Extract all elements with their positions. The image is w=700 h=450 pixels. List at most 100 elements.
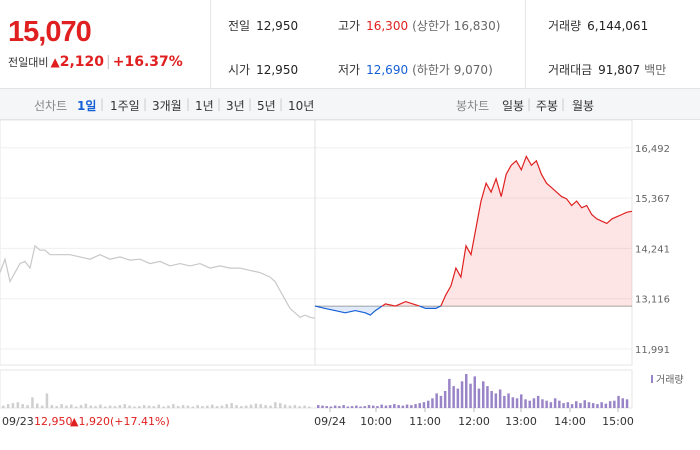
volume-bar [465,374,468,408]
stat-amount: 거래대금 91,807 백만 [548,63,667,77]
volume-bar [196,405,199,408]
volume-bar [16,402,20,408]
volume-bar [342,405,345,408]
volume-bar [321,405,324,408]
volume-bar [283,404,287,408]
y-tick-label: 11,991 [635,345,670,356]
volume-bar [167,405,170,408]
price-chart[interactable]: 16,492 15,367 14,241 13,116 11,991 거래량 09/24… [0,120,700,450]
volume-bar [220,405,224,408]
volume-bar [2,405,5,408]
volume-bar [269,405,272,408]
volume-bar [142,405,146,408]
volume-bar [376,406,379,408]
volume-bar [452,386,455,408]
tab-divider: | [248,97,253,111]
plot-border [0,120,633,366]
volume-bar [181,405,185,408]
grid [0,120,633,366]
volume-bar [104,406,107,408]
volume-bar [515,398,519,408]
volume-bar [201,406,204,408]
stat-volume: 거래량 6,144,061 [548,19,649,33]
tab-10year[interactable]: 10년 [288,99,315,113]
stat-open: 시가 12,950 [228,63,299,77]
prev-day-line [0,244,316,319]
volume-bar [414,404,417,408]
tab-1day[interactable]: 1일 [77,99,97,113]
up-line [381,300,420,307]
volume-bar [128,405,131,408]
up-line [440,154,633,307]
quote-header: 15,070 전일대비 ▲2,120 | +16.37% 전일 12,950 시가 12,… [0,0,700,89]
volume-bar [11,403,15,408]
volume-bar [50,405,54,408]
volume-bar [367,405,371,408]
volume-bar [186,405,190,408]
tab-5year[interactable]: 5년 [257,99,276,113]
tab-daily-candle[interactable]: 일봉 [502,99,525,113]
volume-bar [176,406,180,408]
volume-bar [613,400,616,408]
tab-monthly-candle[interactable]: 월봉 [572,99,595,113]
volume-bar [427,400,430,408]
volume-bar [498,389,502,408]
volume-bar [89,405,92,408]
prev-day-change-percent: (+17.41%) [110,415,170,428]
volume-bar [21,404,24,408]
volume-bar [338,406,341,408]
volume-bar [596,404,599,408]
stat-high: 고가 16,300 (상한가 16,830) [338,19,501,33]
y-tick-label: 16,492 [635,144,670,155]
volume-bar [123,404,126,408]
current-price: 15,070 [8,16,92,48]
volume-bar [162,406,165,408]
volume-bar [541,399,544,408]
down-area [315,306,383,316]
volume-bar [388,405,392,408]
x-tick-label: 15:00 [602,415,634,428]
tab-divider: | [527,97,532,111]
tab-3month[interactable]: 3개월 [152,99,182,113]
volume-bar [456,388,460,408]
volume-bar [206,405,209,408]
volume-bar [558,400,561,408]
tab-1year[interactable]: 1년 [195,99,214,113]
volume-bar [308,406,311,408]
volume-bar [591,403,595,408]
tab-1week[interactable]: 1주일 [110,99,140,113]
tab-3year[interactable]: 3년 [226,99,245,113]
volume-bar [245,405,248,408]
volume-bar [401,405,405,408]
volume-border [0,369,633,409]
volume-bar [152,406,156,408]
change-divider: | [106,54,111,70]
volume-bar [79,405,83,408]
volume-bar [235,405,238,408]
y-tick-label: 13,116 [635,295,670,306]
volume-bar [274,402,277,408]
volume-bar [84,403,88,408]
tab-divider: | [186,97,191,111]
tab-weekly-candle[interactable]: 주봉 [536,99,559,113]
volume-bar [507,393,510,408]
volume-bar [583,400,586,408]
price-lines [0,154,633,319]
change-label: 전일대비 [8,56,49,69]
line-chart-header: 선차트 [34,99,68,113]
volume-bar [422,402,426,408]
volume-bar [55,406,58,408]
volume-bar [549,402,553,408]
x-tick-label: 12:00 [458,415,490,428]
up-arrow-icon: ▲ [50,55,60,69]
volume-legend-swatch [651,375,653,383]
volume-bar [350,406,354,408]
volume-bar [625,399,629,408]
volume-bar [460,381,464,408]
volume-bar [359,406,362,408]
volume-bar [94,406,97,408]
volume-bar [40,405,44,408]
volume-bar [503,395,506,408]
tab-divider: | [279,97,284,111]
volume-bar [562,403,565,408]
